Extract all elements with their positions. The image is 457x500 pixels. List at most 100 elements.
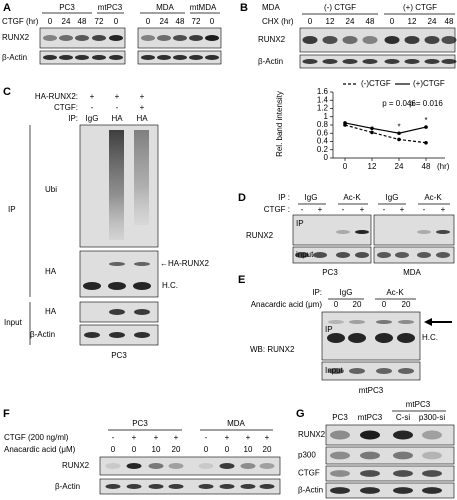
band [126,463,142,469]
row-label: CTGF [298,469,320,478]
band [259,484,275,489]
band [362,36,378,44]
lane-label: 10 [244,445,253,454]
lane-label: + [225,433,230,442]
treatment-label: CTGF (hr) [2,17,39,26]
lane-label: Ac-K [386,288,404,297]
data-point [370,126,374,131]
band [75,35,89,41]
section-label: input [296,250,314,259]
band [336,230,350,234]
band [360,487,380,494]
band [92,35,106,41]
smear [134,130,149,225]
row-label: β-Actin [298,486,323,495]
row-label: β-Actin [258,57,283,66]
lane-label: 20 [263,445,272,454]
arrow-head [424,318,432,326]
lane-label: + [360,205,365,214]
cell-line: MDA [156,3,174,12]
lane-label: + [318,205,323,214]
band [313,252,327,258]
x-tick-label: 0 [343,162,348,171]
band [109,262,125,266]
cell-line: MDA [403,268,421,277]
band [43,35,57,41]
lane-label: 0 [308,17,313,26]
lane-label: 0 [114,17,119,26]
lane-label: 24 [346,17,355,26]
section-label: Input [325,366,344,375]
lane-label: 24 [160,17,169,26]
band [376,368,392,374]
band [342,36,358,44]
band [198,484,214,489]
band [240,463,256,469]
significance-mark: * [424,116,427,125]
row-label: WB: RUNX2 [250,345,295,354]
band [219,484,235,489]
lane-label: Ac-K [424,193,442,202]
band [105,463,121,469]
row-label: CTGF : [264,205,290,214]
lane-label: 10 [152,445,161,454]
band [384,36,400,44]
band [83,282,101,290]
lane-label: C-si [396,413,410,422]
blot [79,250,159,298]
lane-label: 20 [172,445,181,454]
panel-letter: F [3,408,10,420]
band [355,252,369,258]
lane-label: 12 [326,17,335,26]
band [330,487,350,494]
band [330,451,350,460]
lane-label: 12 [408,17,417,26]
band [148,463,164,469]
lane-label: + [265,433,270,442]
band [328,320,344,324]
y-tick-label: 0.2 [317,145,329,154]
band [362,59,378,64]
treatment-label: CHX (hr) [262,17,294,26]
data-point [397,131,401,136]
band [59,35,73,41]
lane-label: 48 [445,17,454,26]
blot [325,446,455,465]
blot [325,465,455,482]
row-label: β-Actin [55,482,80,491]
y-tick-label: 1.4 [317,95,329,104]
marker-label: H.C. [422,333,438,342]
band [395,252,409,258]
band [105,484,121,489]
lane-label: IgG [386,193,399,202]
lane-label: + [115,92,120,101]
band [422,430,442,440]
data-point [424,140,428,145]
blot-label: HA [45,267,57,276]
lane-label: 0 [390,17,395,26]
panel-letter: B [240,2,248,14]
band [108,282,126,290]
band [422,470,442,477]
lane-label: + [90,92,95,101]
cell-line: mtPC3 [98,3,123,12]
x-unit: (hr) [437,162,450,171]
row-label: IP : [278,193,290,202]
band [349,368,365,374]
band [133,282,151,290]
lane-label: - [423,205,426,214]
lane-label: + [246,433,251,442]
row-label: HA-RUNX2: [35,92,78,101]
x-tick-label: 24 [395,162,404,171]
lane-label: - [383,205,386,214]
blot [325,482,455,499]
row-label: p300 [298,451,316,460]
marker-label: ←HA-RUNX2 [160,259,209,268]
band [342,59,358,64]
band [168,484,184,489]
lane-label: 0 [334,300,339,309]
cell-line: MDA [227,419,245,428]
lane-label: - [116,103,119,112]
annotation: p = 0.016 [409,99,443,108]
